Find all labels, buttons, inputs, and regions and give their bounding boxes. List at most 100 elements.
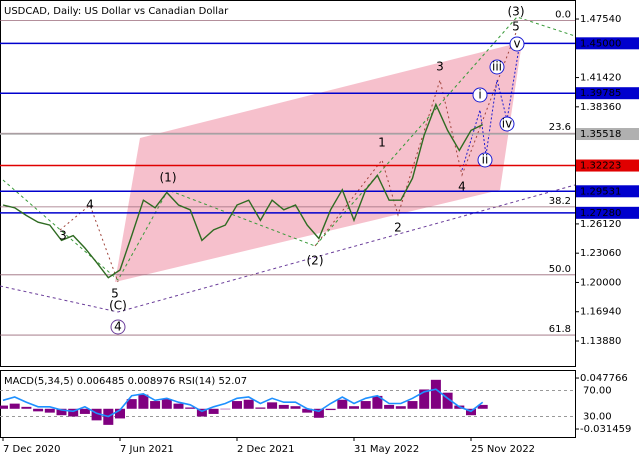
macd-bar [325,408,336,411]
y-tick-label: 1.20000 [580,277,621,288]
y-tick-label: 1.13880 [580,336,621,347]
macd-bar [232,401,242,409]
wave-circle [472,87,488,103]
fib-label: 0.0 [555,9,571,20]
trend-line [0,184,575,313]
level-label: 1.35518 [580,129,621,140]
macd-bar [56,408,67,416]
x-tick-label: 2 Dec 2021 [237,444,295,455]
wave-label: 5 [111,287,119,301]
macd-bar [477,404,488,409]
x-tick-label: 7 Jun 2021 [120,444,174,455]
wave-label: 3 [436,60,444,74]
wave-label: (C) [109,299,127,313]
y2-tick-label: 70.00 [583,386,612,397]
price-line [2,102,484,279]
level-tag [576,159,639,172]
y-tick-label: 1.23060 [580,248,621,259]
macd-bar [115,408,125,419]
wave-circle [509,36,525,52]
rsi-line [2,388,484,418]
fib-label: 61.8 [549,324,571,335]
chart-title: USDCAD, Daily: US Dollar vs Canadian Dol… [4,6,229,17]
macd-bar [21,406,32,409]
indicator-title: MACD(5,34,5) 0.006485 0.008976 RSI(14) 5… [4,376,247,387]
macd-bar [372,395,383,409]
macd-bar [185,407,196,409]
wave-label: 4 [114,320,122,334]
wave-label: 5 [512,20,520,34]
x-tick-label: 25 Nov 2022 [471,444,535,455]
macd-bar [91,408,102,421]
macd-bar [419,389,430,409]
wave-label: (1) [160,171,177,185]
price-channel [115,42,522,282]
macd-bar [442,392,453,409]
macd-bar [150,401,161,409]
wave-label: 1 [378,136,386,150]
wave-label: iii [492,60,502,74]
level-label: 1.45000 [580,38,621,49]
level-tag [576,128,639,141]
macd-bar [196,408,207,417]
level-label: 1.29531 [580,186,621,197]
macd-bar [290,406,301,409]
y-tick-label: 1.41420 [580,73,621,84]
macd-bar [430,379,441,409]
wave-label: 3 [59,229,67,243]
y-tick-label: 1.16940 [580,307,621,318]
level-tag [576,37,639,50]
fib-label: 50.0 [549,264,571,275]
level-label: 1.39785 [580,88,621,99]
macd-bar [337,399,348,409]
sub-plot [0,379,575,425]
level-tag [576,87,639,100]
macd-bar [384,404,395,409]
y-tick-label: 1.38360 [580,102,621,113]
wave-circle [489,59,505,75]
macd-bar [126,399,137,409]
wave-label: 4 [458,180,466,194]
y-tick-label: 0.047766 [580,373,628,384]
x-tick-label: 7 Dec 2020 [3,444,61,455]
wave-circle [110,319,126,335]
level-label: 1.32223 [580,161,621,172]
y-tick-label: 1.47540 [580,14,621,25]
macd-bar [79,408,90,414]
y-tick-label: 1.26120 [580,219,621,230]
macd-bar [68,408,79,417]
wave-path-sub [461,41,521,171]
macd-bar [173,403,184,409]
macd-bar [0,405,8,409]
wave-label: v [513,37,520,51]
level-tag [576,185,639,198]
macd-bar [395,406,406,409]
fib-label: 38.2 [549,196,571,207]
level-label: 1.27280 [580,208,621,219]
main-plot [0,19,575,336]
macd-bar [220,408,231,410]
level-tag [576,206,639,219]
macd-bar [9,403,20,409]
macd-bar [243,399,254,409]
y-tick-label: -0.031459 [580,424,631,435]
macd-bar [255,407,266,409]
x-tick-label: 31 May 2022 [354,444,419,455]
macd-bar [278,404,289,409]
macd-bar [208,408,219,414]
wave-path-minor [314,29,518,247]
y2-tick-label: 30.00 [583,412,612,423]
macd-bar [407,401,418,409]
macd-bar [33,408,44,412]
macd-bar [302,408,313,413]
wave-circle [477,152,493,168]
macd-bar [313,408,324,418]
macd-bar [161,399,172,409]
macd-bar [360,401,371,409]
wave-label: (3) [508,5,525,19]
wave-label: (2) [307,254,324,268]
macd-bar [44,408,55,413]
wave-label: 4 [86,198,94,212]
macd-bar [267,402,278,409]
